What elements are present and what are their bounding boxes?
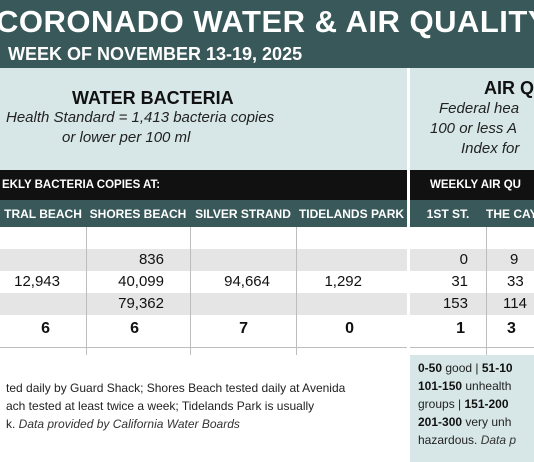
aqi-range: 0-50 [418,361,443,375]
air-total: 3 [507,320,516,337]
aqi-label: unhealth [462,379,512,393]
water-total: 6 [41,320,50,337]
air-cell: 31 [451,273,468,290]
data-source-credit: Data provided by California Water Boards [18,417,240,431]
table-row: 79,362 153 114 [0,293,534,315]
table-row: 836 0 9 [0,249,534,271]
air-standard-note-3: Index for [461,140,520,157]
water-standard-note-2: or lower per 100 ml [62,129,191,146]
totals-row: 6 6 7 0 1 3 [0,315,534,347]
column-the-cays: THE CAY [486,207,534,221]
water-footer-line: ted daily by Guard Shack; Shores Beach t… [6,381,346,395]
header-banner: CORONADO WATER & AIR QUALITY R WEEK OF N… [0,0,534,68]
air-column-header-row: 1ST ST. THE CAY [410,200,534,227]
week-subtitle: WEEK OF NOVEMBER 13-19, 2025 [8,44,303,64]
air-cell: 9 [510,251,519,268]
air-section-title: AIR Q [484,78,534,98]
air-cell: 33 [507,273,524,290]
aqi-legend-line: groups | 151-200 [418,396,509,413]
water-total: 6 [130,320,139,337]
water-footer-notes: ted daily by Guard Shack; Shores Beach t… [0,355,407,462]
water-total: 0 [345,320,354,337]
air-intro-panel: AIR Q Federal hea 100 or less A Index fo… [410,68,534,170]
section-divider [407,68,410,462]
water-cell: 94,664 [224,273,270,290]
table-row [0,227,534,249]
aqi-label: groups | [418,397,465,411]
air-cell: 114 [503,295,527,312]
aqi-range: 201-300 [418,415,463,429]
aqi-range: 101-150 [418,379,463,393]
water-cell: 12,943 [14,273,60,290]
column-divider [86,227,87,355]
aqi-legend-line: 101-150 unhealth [418,378,511,395]
water-cell: 40,099 [118,273,164,290]
water-section-title: WATER BACTERIA [72,88,234,108]
air-weekly-band: WEEKLY AIR QU [410,170,534,200]
water-standard-note-1: Health Standard = 1,413 bacteria copies [6,109,275,126]
water-cell: 79,362 [118,295,164,312]
column-shores-beach: SHORES BEACH [89,207,187,221]
column-silver-strand: SILVER STRAND [195,207,291,221]
aqi-legend-line: 0-50 good | 51-10 [418,360,513,377]
aqi-label: very unh [462,415,512,429]
air-standard-note-2: 100 or less A [430,120,517,137]
column-tidelands-park: TIDELANDS PARK [298,207,405,221]
water-footer-line: ach tested at least twice a week; Tidela… [6,399,315,413]
table-row: 12,943 40,099 94,664 1,292 31 33 [0,271,534,293]
footer-text: k. [6,417,19,431]
air-total: 1 [456,320,465,337]
column-first-street: 1ST ST. [426,207,470,221]
air-cell: 153 [442,295,468,312]
air-legend: 0-50 good | 51-10 101-150 unhealth group… [410,355,534,462]
column-central-beach: TRAL BEACH [4,207,82,221]
column-divider [190,227,191,355]
water-weekly-band: EKLY BACTERIA COPIES AT: [0,170,407,200]
aqi-legend-line: 201-300 very unh [418,414,511,431]
water-weekly-band-label: EKLY BACTERIA COPIES AT: [2,179,161,191]
water-intro-panel: WATER BACTERIA Health Standard = 1,413 b… [0,68,407,170]
air-weekly-band-label: WEEKLY AIR QU [430,179,521,191]
column-divider [486,227,487,355]
water-cell: 836 [138,251,164,268]
data-source-credit: Data p [480,433,517,447]
air-cell: 0 [459,251,468,268]
aqi-range: 151-200 [464,397,509,411]
aqi-legend-line: hazardous. Data p [418,432,516,449]
table-bottom-rule [0,347,534,348]
aqi-label: hazardous. [418,433,481,447]
water-column-header-row: TRAL BEACH SHORES BEACH SILVER STRAND TI… [0,200,407,227]
air-standard-note-1: Federal hea [439,100,520,117]
water-cell: 1,292 [324,273,362,290]
water-footer-line: k. Data provided by California Water Boa… [6,416,240,433]
aqi-label: good | [442,361,482,375]
page-title: CORONADO WATER & AIR QUALITY R [0,4,534,39]
water-total: 7 [239,320,248,337]
aqi-range: 51-10 [481,361,513,375]
column-divider [296,227,297,355]
